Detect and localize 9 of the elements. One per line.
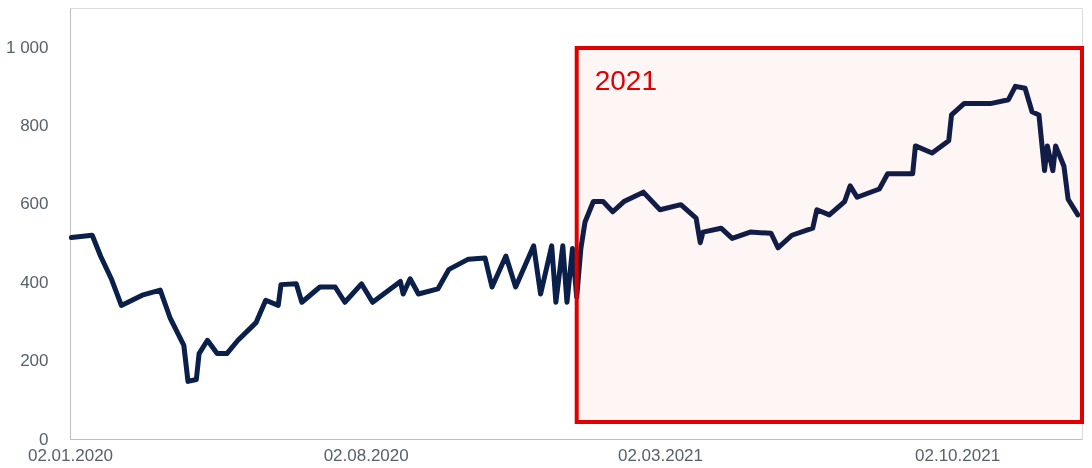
y-tick-label: 600	[20, 194, 49, 214]
x-tick-label: 02.10.2021	[915, 445, 1001, 465]
y-tick-label: 200	[20, 351, 49, 371]
y-tick-label: 400	[20, 272, 49, 292]
y-tick-label: 800	[20, 116, 49, 136]
band-label: 2021	[594, 65, 657, 96]
x-tick-label: 02.08.2020	[323, 445, 409, 465]
y-tick-label: 1 000	[5, 37, 49, 57]
x-tick-label: 02.03.2021	[617, 445, 704, 465]
